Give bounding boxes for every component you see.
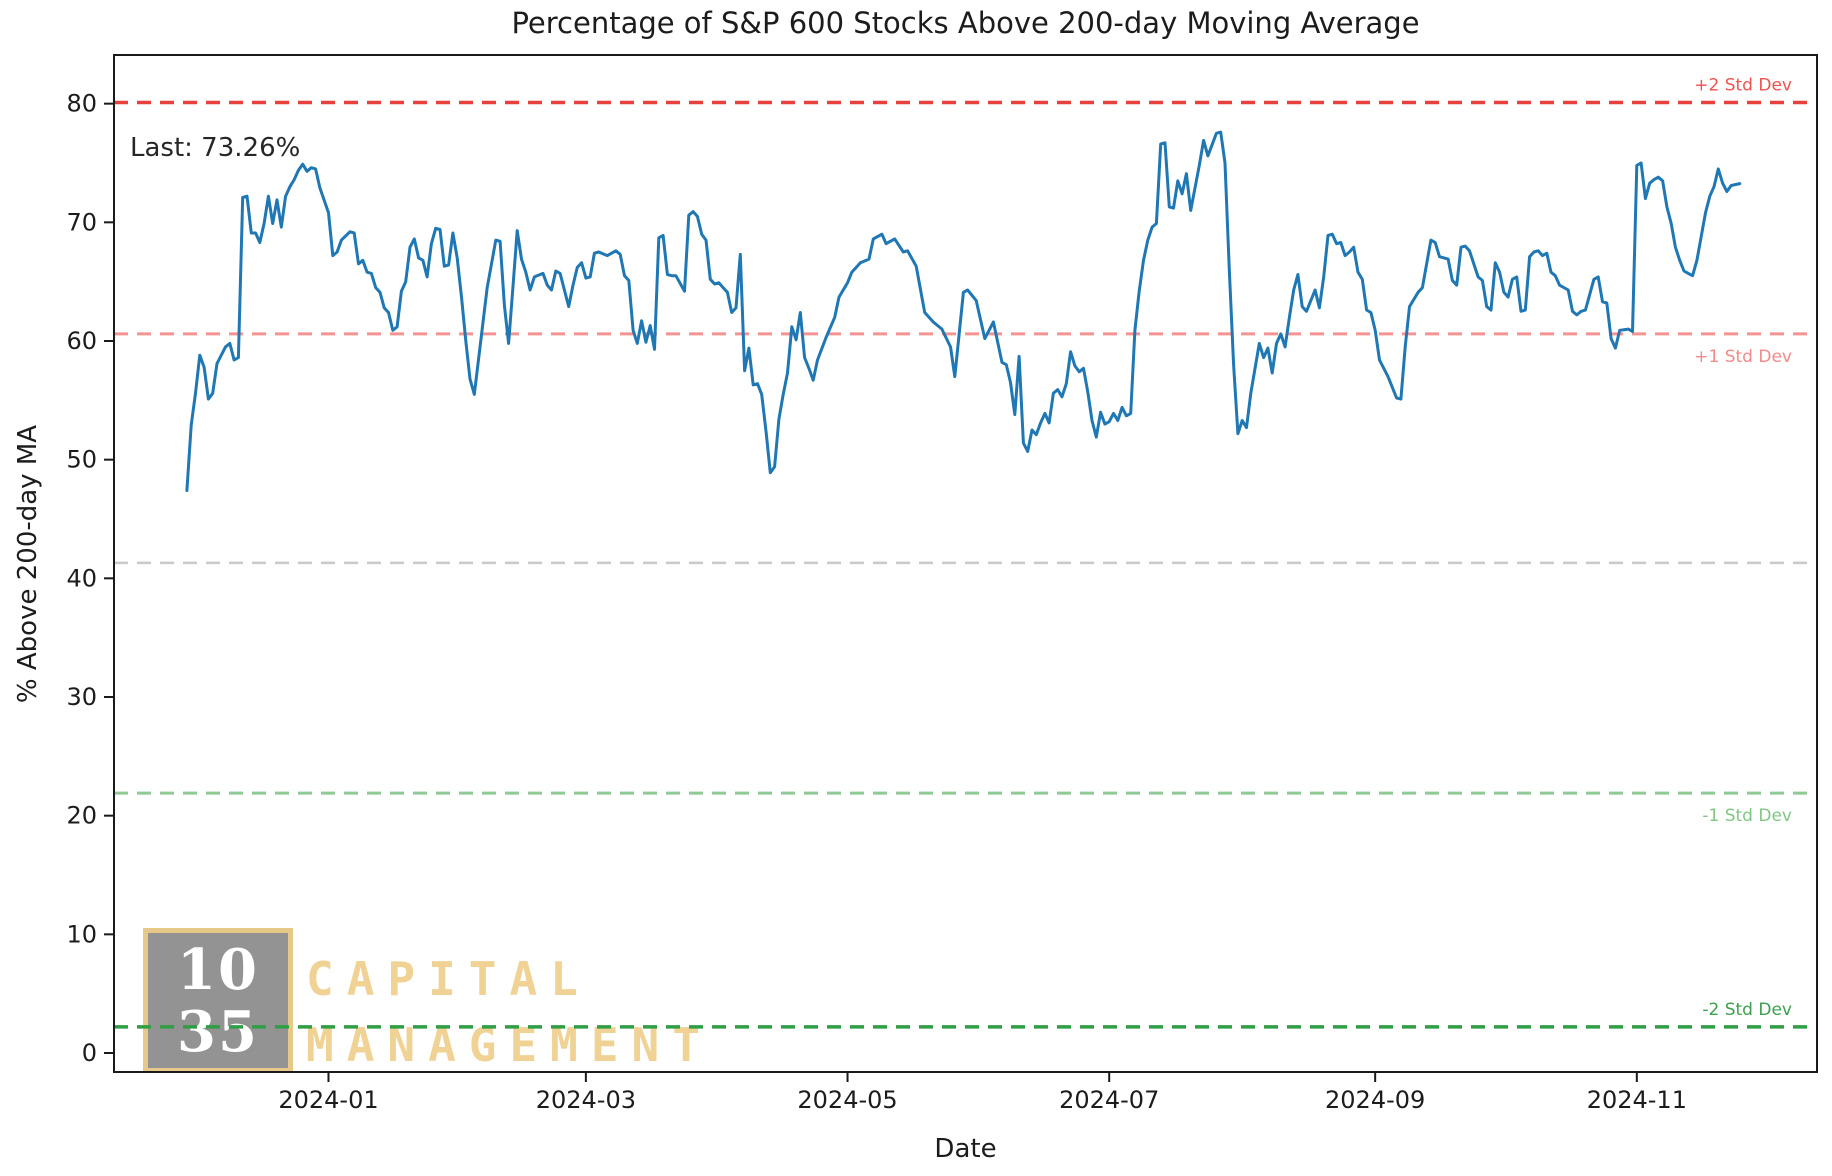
chart-title: Percentage of S&P 600 Stocks Above 200-d… bbox=[511, 6, 1420, 40]
x-tick-label: 2024-01 bbox=[278, 1086, 378, 1114]
data-line bbox=[185, 130, 1742, 492]
y-tick-label: 0 bbox=[82, 1039, 97, 1067]
y-tick-label: 40 bbox=[66, 564, 97, 592]
reference-line-label: -1 Std Dev bbox=[1702, 806, 1792, 826]
reference-line-label: +2 Std Dev bbox=[1694, 75, 1792, 95]
x-tick-label: 2024-03 bbox=[536, 1086, 636, 1114]
reference-line-label: -2 Std Dev bbox=[1702, 1000, 1792, 1020]
y-tick-label: 80 bbox=[66, 90, 97, 118]
y-tick-label: 30 bbox=[66, 683, 97, 711]
y-tick-label: 10 bbox=[66, 920, 97, 948]
reference-line-label: +1 Std Dev bbox=[1694, 347, 1792, 367]
logo-text-capital: CAPITAL bbox=[306, 952, 591, 1006]
logo-number-top: 10 bbox=[177, 936, 259, 1003]
x-tick-label: 2024-05 bbox=[797, 1086, 897, 1114]
y-tick-label: 60 bbox=[66, 327, 97, 355]
x-axis-label: Date bbox=[934, 1134, 997, 1164]
x-tick-label: 2024-11 bbox=[1587, 1086, 1687, 1114]
logo-box: 10 35 bbox=[143, 928, 293, 1073]
x-tick-label: 2024-09 bbox=[1325, 1086, 1425, 1114]
last-value-annotation: Last: 73.26% bbox=[130, 133, 301, 163]
x-tick-label: 2024-07 bbox=[1059, 1086, 1159, 1114]
y-tick-label: 50 bbox=[66, 446, 97, 474]
logo-number-bottom: 35 bbox=[177, 998, 259, 1065]
y-tick-label: 70 bbox=[66, 208, 97, 236]
y-tick-label: 20 bbox=[66, 802, 97, 830]
plot-border bbox=[113, 54, 1818, 1073]
